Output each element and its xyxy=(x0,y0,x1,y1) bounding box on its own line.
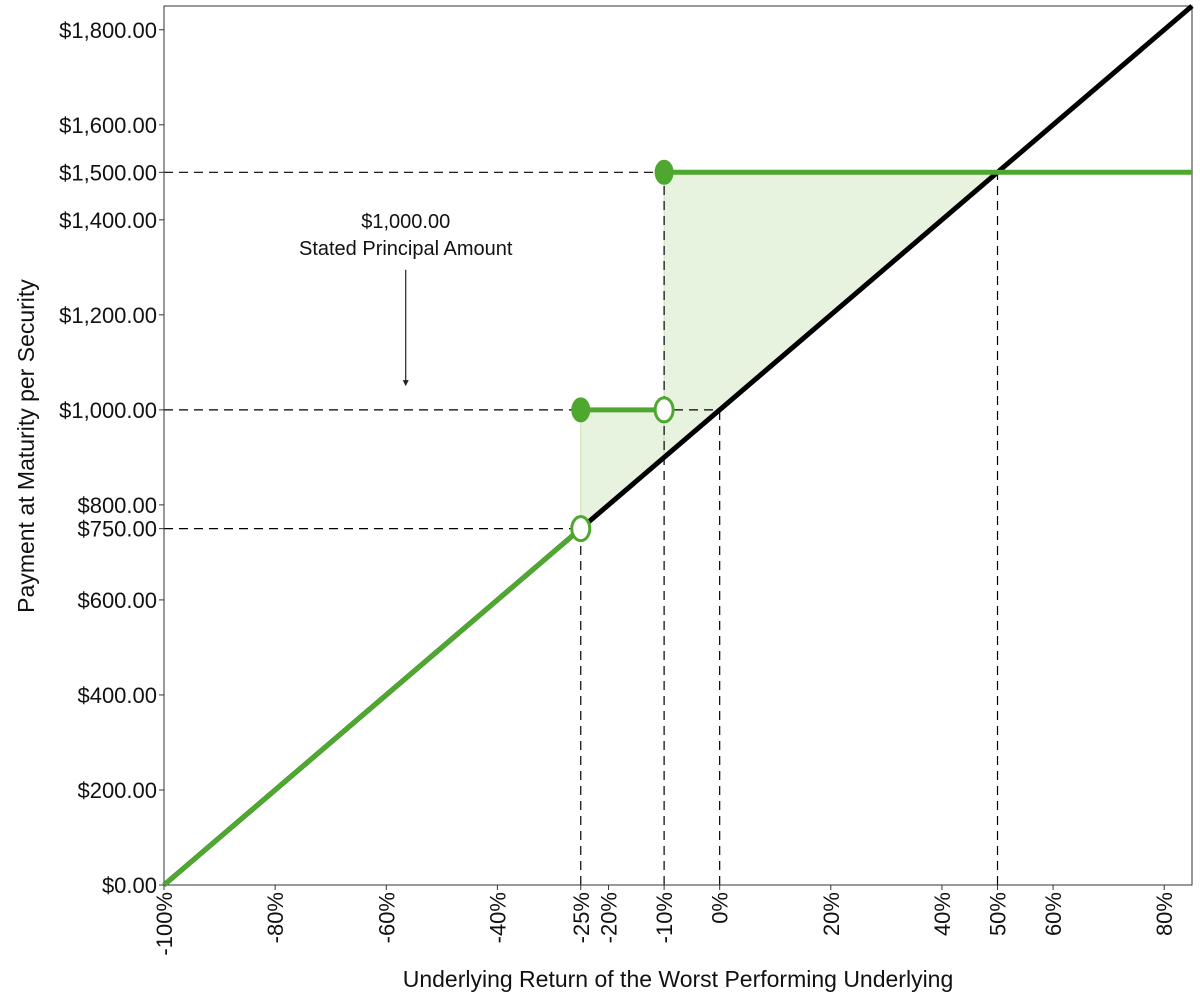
y-axis-ticks: $0.00 $200.00 $400.00 $600.00 $750.00$800.00… xyxy=(59,18,164,898)
filled-marker-2-start xyxy=(654,159,674,185)
y-tick-label: $400.00 xyxy=(77,683,157,708)
x-tick-label: 20% xyxy=(819,892,844,936)
y-tick-label: $1,000.00 xyxy=(59,398,157,423)
y-tick-label: $0.00 xyxy=(102,873,157,898)
x-tick-label: 40% xyxy=(930,892,955,936)
x-tick-label: -25% xyxy=(569,892,594,943)
open-marker-1-end xyxy=(653,396,675,424)
x-tick-label: 50% xyxy=(986,892,1011,936)
x-tick-label: -10% xyxy=(652,892,677,943)
x-axis-ticks: -100% -80% -60% -40% -25% -20% -10% 0% 20% 40% 50%… xyxy=(152,885,1177,956)
y-axis-title: Payment at Maturity per Security xyxy=(13,279,39,613)
plot-frame xyxy=(163,5,1193,886)
x-tick-label: -60% xyxy=(374,892,399,943)
x-tick-label: 60% xyxy=(1041,892,1066,936)
x-axis-title: Underlying Return of the Worst Performin… xyxy=(403,966,954,992)
x-tick-label: 0% xyxy=(708,892,733,924)
y-tick-label: $1,800.00 xyxy=(59,18,157,43)
x-tick-label: 80% xyxy=(1152,892,1177,936)
y-tick-label: $600.00 xyxy=(77,588,157,613)
filled-marker-1-start xyxy=(571,397,591,423)
y-tick-label: $1,400.00 xyxy=(59,208,157,233)
x-tick-label: -40% xyxy=(485,892,510,943)
y-tick-label: $750.00 xyxy=(77,517,157,542)
y-tick-label: $1,200.00 xyxy=(59,303,157,328)
series-markers xyxy=(570,159,675,543)
reference-lines xyxy=(164,171,999,885)
annotation-arrow-head xyxy=(402,380,409,387)
x-tick-label: -80% xyxy=(263,892,288,943)
x-tick-label: -20% xyxy=(597,892,622,943)
x-tick-label: -100% xyxy=(152,892,177,956)
series-lines xyxy=(162,4,1194,887)
open-marker-0-end xyxy=(570,515,592,543)
y-tick-label: $800.00 xyxy=(77,493,157,518)
annotation-label: Stated Principal Amount xyxy=(299,238,513,260)
annotation-value: $1,000.00 xyxy=(361,211,450,233)
annotation: $1,000.00 Stated Principal Amount xyxy=(299,211,513,387)
payoff-segment-0 xyxy=(162,526,583,887)
y-tick-label: $200.00 xyxy=(77,778,157,803)
y-tick-label: $1,600.00 xyxy=(59,113,157,138)
y-tick-label: $1,500.00 xyxy=(59,160,157,185)
